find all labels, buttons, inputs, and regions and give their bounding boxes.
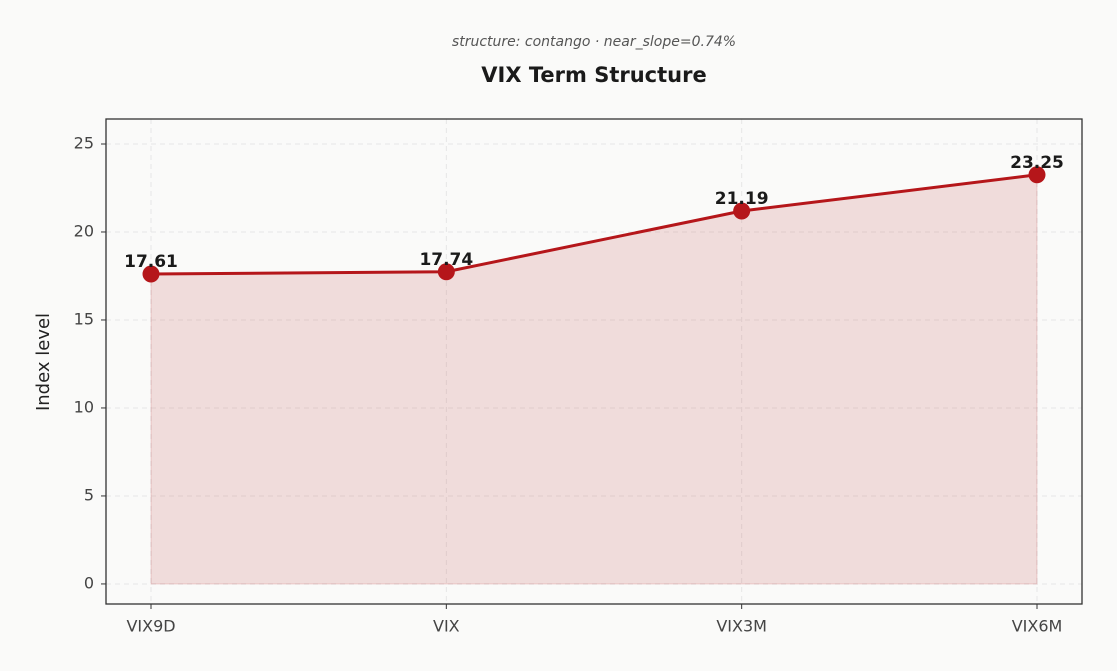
y-tick-label: 15	[74, 309, 94, 328]
x-tick-label: VIX3M	[716, 617, 767, 636]
plot-frame	[105, 118, 1083, 605]
point	[142, 265, 160, 283]
point	[437, 263, 455, 281]
x-tick-label: VIX6M	[1012, 617, 1063, 636]
point	[1028, 166, 1046, 184]
y-tick-label: 0	[84, 573, 94, 592]
point	[733, 202, 751, 220]
value-label: 21.19	[715, 189, 769, 209]
chart-title: VIX Term Structure	[481, 63, 706, 87]
y-tick-label: 25	[74, 133, 94, 152]
x-tick-label: VIX9D	[126, 617, 175, 636]
x-tick-label: VIX	[433, 617, 460, 636]
line	[150, 173, 1038, 276]
y-tick-label: 5	[84, 485, 94, 504]
value-label: 17.61	[124, 252, 178, 272]
y-axis-label: Index level	[33, 313, 54, 411]
y-tick-label: 20	[74, 221, 94, 240]
plot-area	[106, 119, 1082, 604]
chart-subtitle: structure: contango · near_slope=0.74%	[452, 34, 736, 50]
y-tick-label: 10	[74, 397, 94, 416]
value-label: 23.25	[1010, 153, 1064, 173]
value-label: 17.74	[419, 250, 473, 270]
